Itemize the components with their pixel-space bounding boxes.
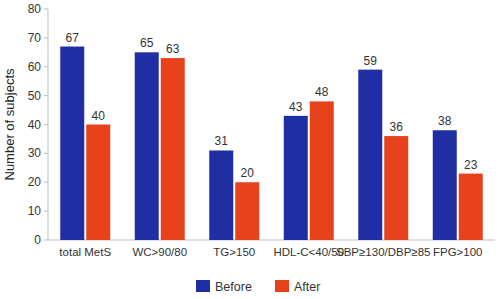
tick-label: 0 (34, 233, 41, 247)
data-label: 38 (438, 114, 452, 128)
tick-label: 50 (28, 89, 42, 103)
tick-label: 10 (28, 204, 42, 218)
tick-mark (44, 66, 48, 67)
tick-mark (44, 240, 48, 241)
data-label: 67 (66, 31, 80, 45)
bar (433, 130, 457, 240)
bar (86, 125, 110, 241)
category-label: SBP≥130/DBP≥85 (336, 246, 430, 258)
data-label: 43 (289, 100, 303, 114)
tick-label: 70 (28, 31, 42, 45)
tick-mark (44, 95, 48, 96)
tick-label: 60 (28, 60, 42, 74)
bar (60, 47, 84, 240)
data-label: 23 (464, 158, 478, 172)
category-label: TG>150 (213, 246, 255, 258)
tick-mark (44, 211, 48, 212)
tick-mark (44, 182, 48, 183)
tick-mark (44, 153, 48, 154)
data-label: 48 (315, 85, 329, 99)
tick-label: 20 (28, 175, 42, 189)
tick-label: 80 (28, 2, 42, 16)
y-axis (48, 9, 49, 240)
category-label: total MetS (59, 246, 111, 258)
category-label: HDL-C<40/50 (273, 246, 344, 258)
tick-mark (44, 9, 48, 10)
legend-label: After (294, 280, 320, 294)
bar (209, 150, 233, 240)
data-labels: 67 40 65 63 31 20 43 48 59 36 38 23 (66, 31, 478, 181)
bar (310, 101, 334, 240)
y-axis-label: Number of subjects (2, 68, 17, 180)
bar (384, 136, 408, 240)
category-label: FPG>100 (433, 246, 483, 258)
bar (235, 182, 259, 240)
x-axis (48, 240, 495, 241)
data-label: 20 (241, 166, 255, 180)
tick-label: 40 (28, 118, 42, 132)
data-label: 63 (166, 42, 180, 56)
bar (358, 70, 382, 240)
bar (284, 116, 308, 240)
data-label: 59 (364, 54, 378, 68)
tick-mark (44, 124, 48, 125)
data-label: 31 (215, 134, 229, 148)
legend-swatch (196, 280, 210, 292)
bar (161, 58, 185, 240)
tick-mark (44, 37, 48, 38)
chart: 01020304050607080Number of subjects67406… (0, 0, 500, 299)
legend: Before After (196, 280, 320, 294)
bars (60, 47, 483, 240)
bar (135, 52, 159, 240)
legend-label: Before (215, 280, 252, 294)
data-label: 36 (390, 120, 404, 134)
bar (459, 174, 483, 240)
data-label: 40 (92, 109, 106, 123)
category-label: WC>90/80 (132, 246, 187, 258)
legend-swatch (275, 280, 289, 292)
tick-label: 30 (28, 146, 42, 160)
data-label: 65 (140, 36, 154, 50)
